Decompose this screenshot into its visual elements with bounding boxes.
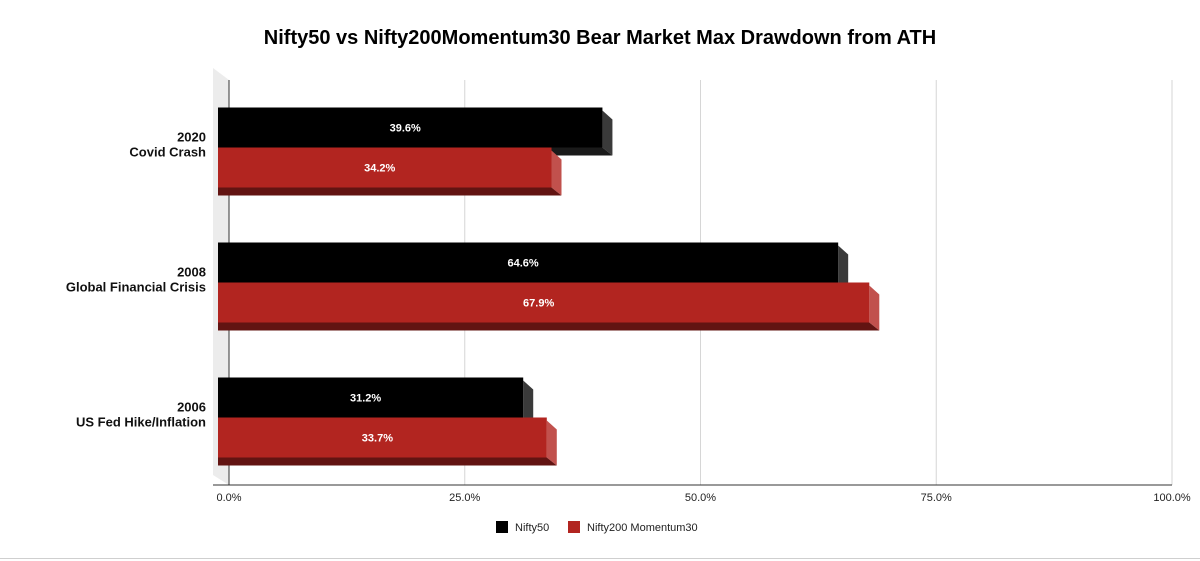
bar-side-face — [838, 245, 849, 291]
x-tick-label: 100.0% — [1153, 492, 1191, 504]
data-label: 33.7% — [362, 433, 393, 445]
bar-bottom-face — [218, 187, 562, 196]
data-label: 34.2% — [364, 163, 395, 175]
legend-label: Nifty200 Momentum30 — [587, 522, 698, 534]
bar — [218, 107, 603, 148]
bar-side-face — [546, 420, 557, 466]
data-label: 39.6% — [390, 123, 421, 135]
category-label: 2008 Global Financial Crisis — [66, 265, 206, 295]
category-label: 2020 Covid Crash — [129, 130, 206, 160]
x-tick-label: 0.0% — [216, 492, 241, 504]
data-label: 64.6% — [507, 258, 538, 270]
bar — [218, 417, 547, 458]
legend-swatch — [568, 521, 580, 533]
bar — [218, 282, 870, 323]
legend-label: Nifty50 — [515, 522, 549, 534]
label-layer: 2020 Covid Crash 39.6% 34.2% 2008 Global Fina… — [66, 123, 555, 445]
x-tick-label: 75.0% — [921, 492, 952, 504]
legend: Nifty50 Nifty200 Momentum30 — [496, 521, 698, 534]
data-label: 67.9% — [523, 298, 554, 310]
bar-layer — [218, 107, 880, 466]
bar-bottom-face — [218, 322, 880, 331]
bar-side-face — [551, 150, 562, 196]
chart-title: Nifty50 vs Nifty200Momentum30 Bear Marke… — [264, 27, 936, 49]
bottom-divider — [0, 558, 1200, 559]
bar — [218, 147, 552, 188]
bar-bottom-face — [218, 457, 557, 466]
bar-side-face — [602, 110, 613, 156]
bar — [218, 242, 839, 283]
x-tick-label: 25.0% — [449, 492, 480, 504]
bar-side-face — [869, 285, 880, 331]
category-label: 2006 US Fed Hike/Inflation — [76, 400, 206, 430]
bar-side-face — [523, 380, 534, 426]
legend-swatch — [496, 521, 508, 533]
x-tick-label: 50.0% — [685, 492, 716, 504]
bar — [218, 377, 524, 418]
data-label: 31.2% — [350, 393, 381, 405]
